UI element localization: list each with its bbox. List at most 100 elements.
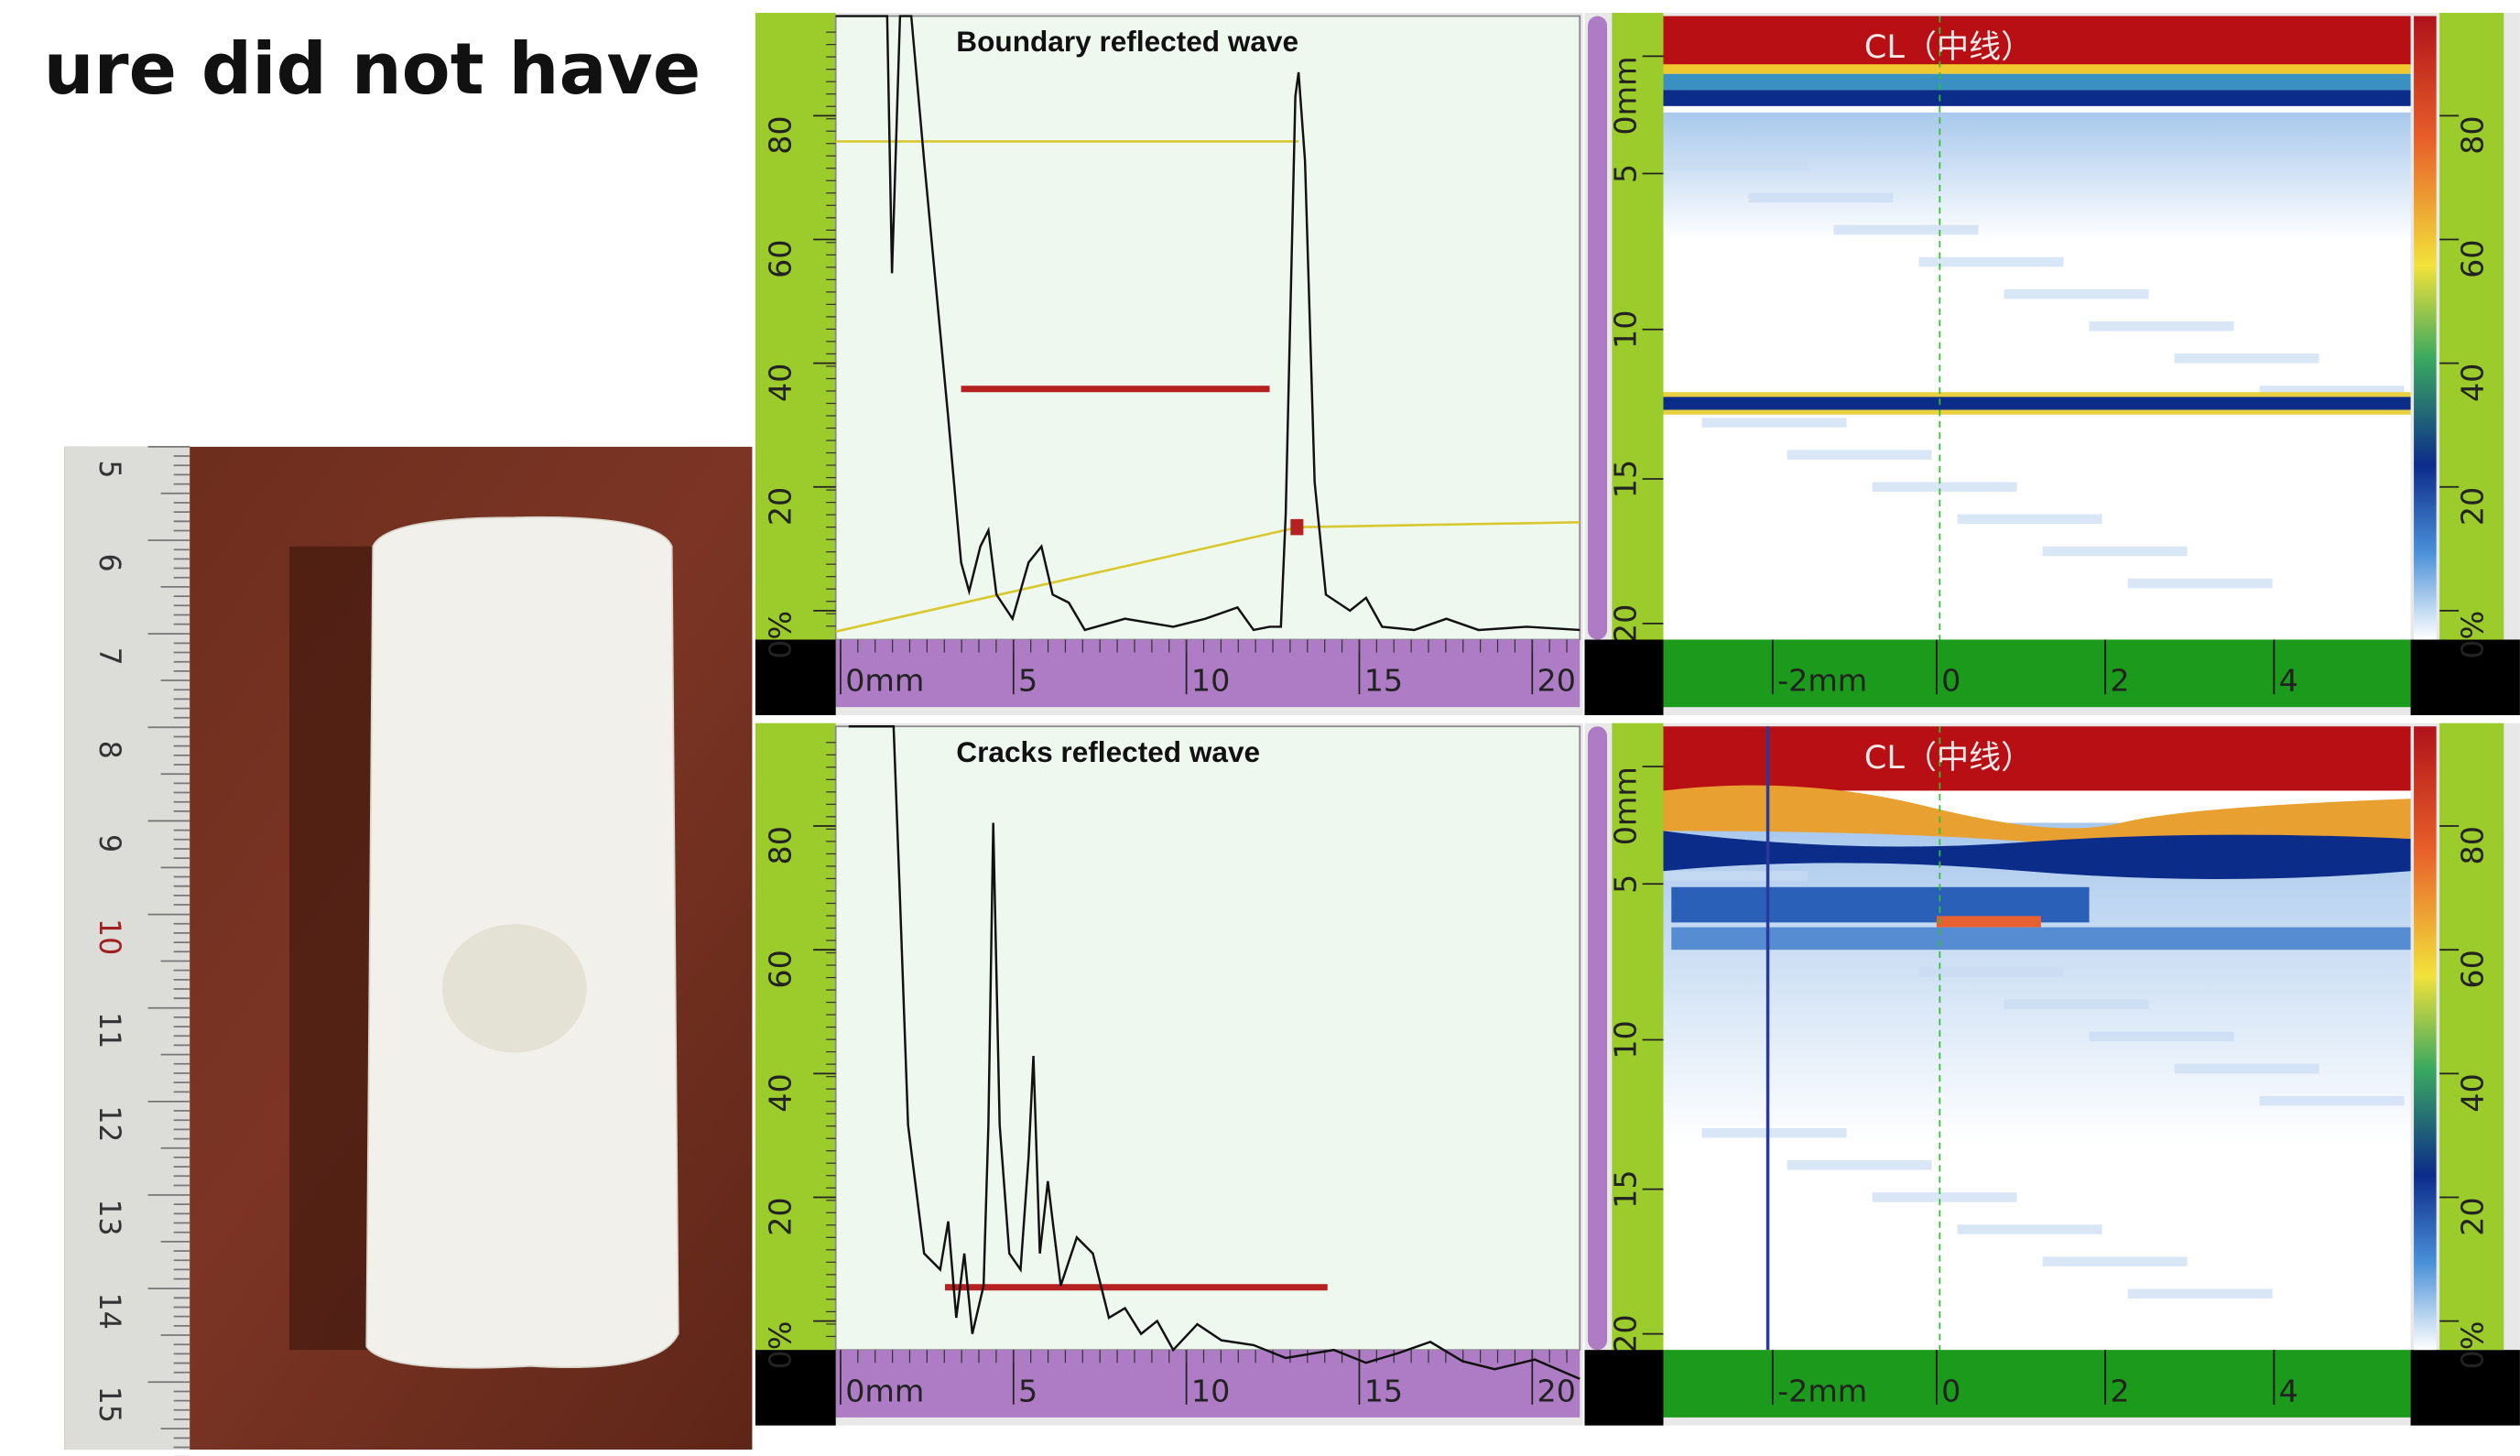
ascan-plot [836, 726, 1580, 1350]
x-tick-label: 0 [1941, 663, 1961, 699]
ascan-y-axis [755, 13, 836, 639]
marker [1290, 519, 1303, 536]
depth-tick-label: 5 [1608, 164, 1644, 183]
depth-tick-label: 5 [1608, 875, 1644, 894]
figure: ure did not have A) g t e t ) 5678910111… [0, 0, 2520, 1456]
streak [2128, 1288, 2273, 1298]
x-tick-label: 15 [1364, 663, 1403, 699]
streak [2043, 1256, 2188, 1266]
colorbar-tick-label: 40 [2455, 1073, 2491, 1112]
bscan-fade [1663, 113, 2410, 241]
colorbar-tick-label: 40 [2455, 364, 2491, 402]
ruler-label: 9 [92, 834, 125, 853]
streak [1702, 418, 1847, 428]
x-tick-label: 2 [2110, 663, 2129, 699]
y-tick-label: 40 [763, 1073, 798, 1112]
x-tick-label: 4 [2279, 1373, 2298, 1408]
streak [1663, 871, 1808, 881]
ruler-label: 13 [92, 1199, 125, 1235]
echo [1671, 928, 2410, 951]
y-tick-label: 20 [763, 487, 798, 526]
x-tick-label: 2 [2110, 1373, 2129, 1408]
back-wall [1663, 397, 2410, 409]
streak [2004, 289, 2149, 299]
ruler-label: 11 [92, 1012, 125, 1049]
streak [2175, 353, 2319, 364]
streak [1702, 1128, 1847, 1138]
y-tick-label: 20 [763, 1197, 798, 1235]
streak [2004, 1000, 2149, 1010]
surface-echo [1663, 16, 2410, 68]
depth-tick-label: 0mm [1608, 56, 1644, 135]
x-tick-label: 0mm [845, 663, 924, 699]
ruler-label: 14 [92, 1293, 125, 1330]
ruler-label: 5 [92, 460, 125, 478]
colorbar-tick-label: 20 [2455, 487, 2491, 526]
x-tick-label: 20 [1537, 1373, 1576, 1408]
colorbar-tick-label: 80 [2455, 826, 2491, 864]
slide-text: ure did not have [44, 28, 701, 111]
y-tick-label: 40 [763, 364, 798, 402]
streak [2260, 1096, 2405, 1106]
depth-tick-label: 10 [1608, 1020, 1644, 1059]
streak [1958, 1224, 2102, 1234]
colorbar [2414, 16, 2437, 640]
panel: 0%204060800mm5101520Cracks reflected wav… [755, 723, 2520, 1426]
ruler-label: 10 [92, 918, 125, 955]
ascan-plot [836, 16, 1580, 640]
colorbar-tick-label: 0% [2455, 611, 2491, 659]
ruler-label: 12 [92, 1105, 125, 1142]
colorbar-tick-label: 0% [2455, 1321, 2491, 1370]
streak [1873, 1192, 2017, 1202]
ascan-y-axis [755, 723, 836, 1350]
streak [2043, 547, 2188, 557]
colorbar-axis [2439, 13, 2504, 639]
x-tick-label: 5 [1018, 1373, 1037, 1408]
slider [1588, 16, 1607, 640]
ruler-label: 8 [92, 741, 125, 759]
x-tick-label: 10 [1191, 1373, 1230, 1408]
crack [1937, 916, 2041, 927]
corner [1585, 1350, 1664, 1425]
streak [2128, 579, 2273, 589]
y-tick-label: 0% [763, 1321, 798, 1370]
colorbar-tick-label: 80 [2455, 115, 2491, 154]
streak [2175, 1064, 2319, 1074]
streak [1787, 450, 1932, 460]
x-tick-label: -2mm [1777, 1373, 1867, 1408]
x-tick-label: 0 [1941, 1373, 1961, 1408]
depth-tick-label: 0mm [1608, 766, 1644, 845]
streak [1663, 160, 1808, 170]
y-tick-label: 60 [763, 239, 798, 277]
x-tick-label: 20 [1537, 663, 1576, 699]
slider [1588, 726, 1607, 1350]
panel-title: Cracks reflected wave [956, 735, 1260, 768]
x-tick-label: -2mm [1777, 663, 1867, 699]
corner [1585, 639, 1664, 714]
colorbar-axis [2439, 723, 2504, 1350]
cl-label: CL（中线） [1864, 739, 2033, 777]
streak [1873, 482, 2017, 492]
bscan-image [1663, 16, 2410, 640]
streak [1834, 225, 1979, 235]
colorbar-tick-label: 60 [2455, 239, 2491, 277]
streak [2090, 321, 2234, 331]
bscan-x-axis [1663, 639, 2410, 707]
ruler-label: 7 [92, 647, 125, 666]
depth-tick-label: 10 [1608, 310, 1644, 349]
colorbar-tick-label: 20 [2455, 1197, 2491, 1235]
depth-tick-label: 15 [1608, 460, 1644, 498]
x-tick-label: 0mm [845, 1373, 924, 1408]
bscan-x-axis [1663, 1350, 2410, 1418]
x-tick-label: 4 [2279, 663, 2298, 699]
echo [1663, 64, 2410, 74]
streak [1749, 193, 1894, 203]
ruler-label: 15 [92, 1386, 125, 1423]
panel-title: Boundary reflected wave [956, 25, 1298, 58]
x-tick-label: 10 [1191, 663, 1230, 699]
y-tick-label: 80 [763, 115, 798, 154]
depth-tick-label: 20 [1608, 604, 1644, 643]
y-tick-label: 0% [763, 611, 798, 659]
echo [1663, 90, 2410, 106]
